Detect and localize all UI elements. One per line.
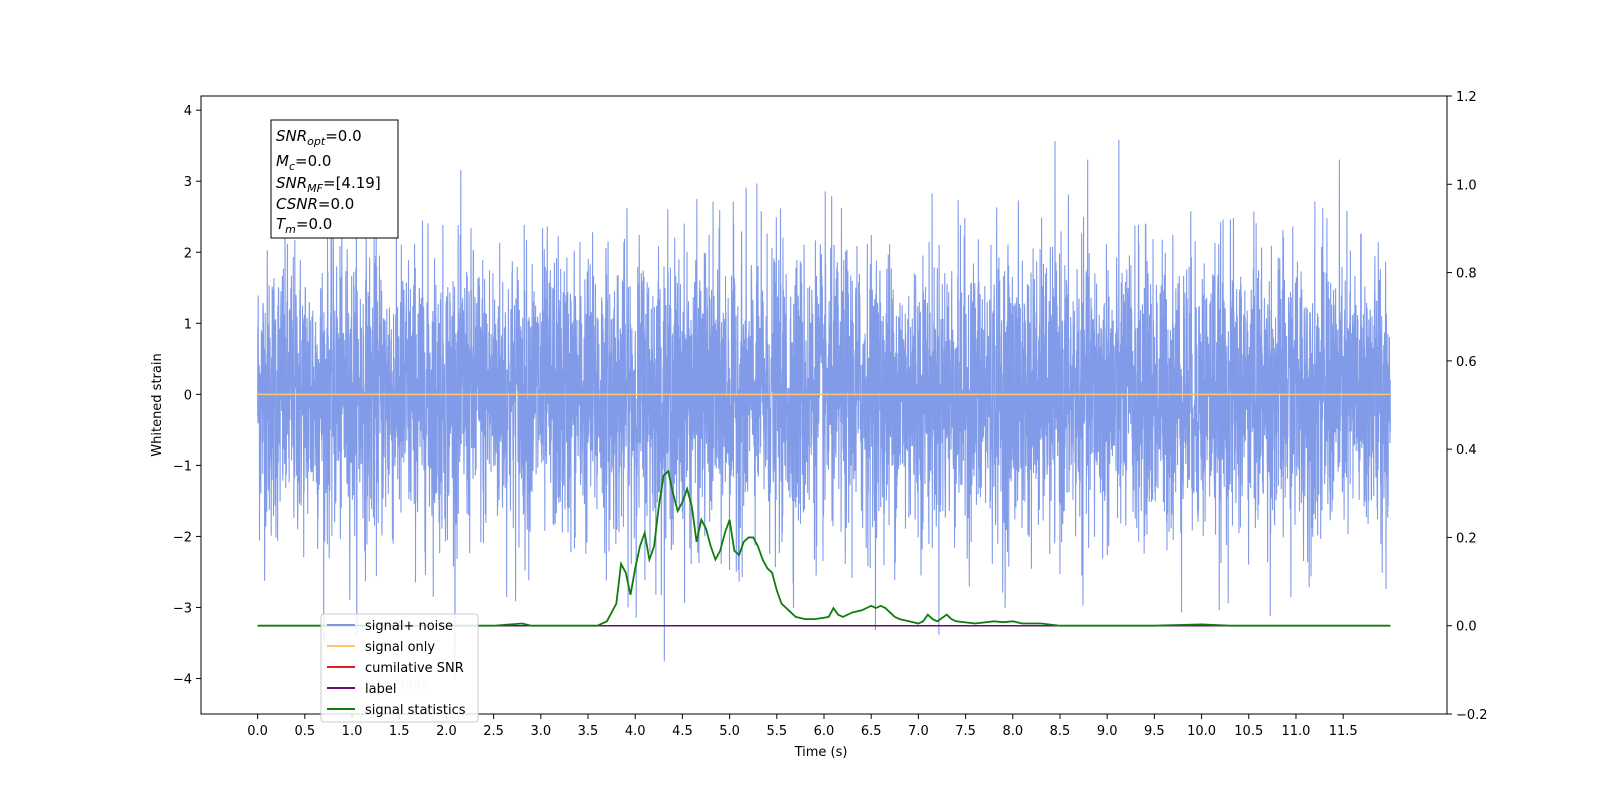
legend-item-signal-statistics: signal statistics (365, 703, 466, 718)
x-axis-ticks: 0.0 0.5 1.0 1.5 2.0 2.5 3.0 3.5 4.0 4.5 5.0 5.5 6.0 6… (247, 714, 1358, 739)
y-left-tick-label: −4 (173, 672, 192, 687)
y-left-tick-label: 4 (184, 104, 192, 119)
info-box: SNRopt=0.0 Mc=0.0 SNRMF=[4.19] CSNR=0.0 … (270, 119, 399, 239)
y-axis-right-ticks: 1.2 1.0 0.8 0.6 0.4 0.2 0.0 −0.2 (1447, 90, 1488, 723)
x-tick-label: 11.5 (1329, 724, 1358, 739)
x-tick-label: 5.5 (766, 724, 787, 739)
x-tick-label: 4.0 (625, 724, 646, 739)
legend-item-label: label (365, 682, 396, 697)
y-right-tick-label: −0.2 (1456, 708, 1488, 723)
info-snr-opt: SNRopt=0.0 (276, 127, 362, 148)
series-signal-noise (257, 139, 1391, 681)
y-left-tick-label: −1 (173, 459, 192, 474)
y-left-tick-label: −2 (173, 530, 192, 545)
x-tick-label: 0.0 (247, 724, 268, 739)
y-left-tick-label: 0 (184, 388, 192, 403)
x-tick-label: 8.5 (1050, 724, 1071, 739)
series-signal-statistics (257, 469, 1391, 627)
y-left-tick-label: 3 (184, 175, 192, 190)
y-right-tick-label: 0.0 (1456, 620, 1477, 635)
x-tick-label: 10.0 (1187, 724, 1216, 739)
x-tick-label: 1.0 (342, 724, 363, 739)
x-tick-label: 3.5 (578, 724, 599, 739)
info-csnr: CSNR=0.0 (276, 195, 354, 213)
x-tick-label: 1.5 (389, 724, 410, 739)
info-tm: Tm=0.0 (276, 215, 332, 236)
legend-item-signal-only: signal only (365, 640, 435, 655)
legend-item-signal-noise: signal+ noise (365, 619, 453, 634)
y-right-tick-label: 0.8 (1456, 267, 1477, 282)
x-tick-label: 4.5 (672, 724, 693, 739)
x-tick-label: 0.5 (294, 724, 315, 739)
x-tick-label: 8.0 (1002, 724, 1023, 739)
legend: label only signal+ noise signal only cum… (320, 613, 479, 723)
y-right-tick-label: 1.0 (1456, 178, 1477, 193)
y-axis-left-ticks: 4 3 2 1 0 −1 −2 −3 −4 (173, 104, 201, 687)
y-right-tick-label: 0.2 (1456, 531, 1477, 546)
signal-noise-layer (257, 139, 1391, 681)
x-tick-label: 6.5 (861, 724, 882, 739)
legend-item-cumilative-snr: cumilative SNR (365, 661, 464, 676)
x-tick-label: 7.0 (908, 724, 929, 739)
y-right-tick-label: 0.4 (1456, 443, 1477, 458)
x-tick-label: 2.0 (436, 724, 457, 739)
x-tick-label: 10.5 (1234, 724, 1263, 739)
x-tick-label: 2.5 (483, 724, 504, 739)
info-mc: Mc=0.0 (276, 152, 331, 173)
x-tick-label: 6.0 (814, 724, 835, 739)
y-right-tick-label: 0.6 (1456, 355, 1477, 370)
x-tick-label: 7.5 (955, 724, 976, 739)
x-tick-label: 9.0 (1097, 724, 1118, 739)
x-tick-label: 3.0 (530, 724, 551, 739)
y-left-tick-label: −3 (173, 601, 192, 616)
x-axis-label: Time (s) (794, 745, 848, 760)
x-tick-label: 5.0 (719, 724, 740, 739)
y-left-tick-label: 1 (184, 317, 192, 332)
info-snr-mf: SNRMF=[4.19] (276, 174, 381, 195)
y-right-tick-label: 1.2 (1456, 90, 1477, 105)
y-left-tick-label: 2 (184, 246, 192, 261)
x-tick-label: 11.0 (1281, 724, 1310, 739)
y-axis-label: Whitened strain (150, 353, 165, 456)
x-tick-label: 9.5 (1144, 724, 1165, 739)
